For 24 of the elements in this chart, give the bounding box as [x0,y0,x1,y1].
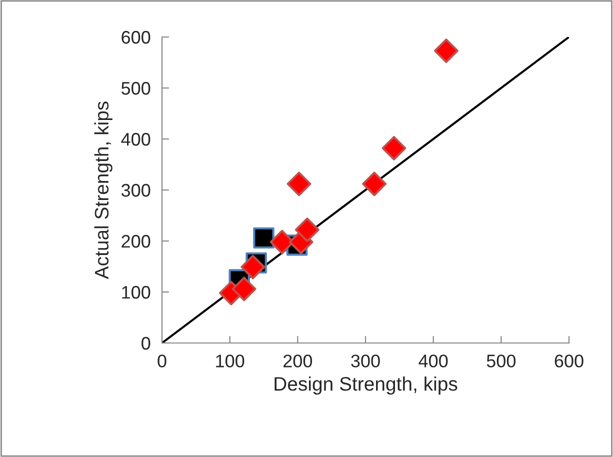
x-tick-label: 300 [351,354,380,368]
point [362,172,387,196]
x-axis-title: Design Strength, kips [274,376,458,395]
y-axis-title: Actual Strength, kips [94,102,112,280]
x-tick-label: 400 [418,354,448,368]
x-tick-label: 500 [486,354,516,368]
point [382,136,406,160]
point [240,254,266,280]
x-tick-label: 0 [158,354,166,368]
x-tick-label: 600 [554,354,584,368]
point [253,227,274,249]
y-tick-label: 200 [122,234,150,248]
y-tick-label: 300 [121,184,150,197]
x-tick-label: 100 [216,354,244,368]
y-tick-label: 100 [122,286,150,299]
y-tick-label: 600 [122,30,150,44]
y-tick-label: 500 [121,82,150,95]
y-tick-label: 0 [142,336,150,350]
point [294,218,320,242]
point [286,172,312,196]
point [434,38,458,64]
point [232,276,256,302]
y-tick-label: 400 [121,132,150,146]
x-tick-label: 200 [284,354,312,368]
